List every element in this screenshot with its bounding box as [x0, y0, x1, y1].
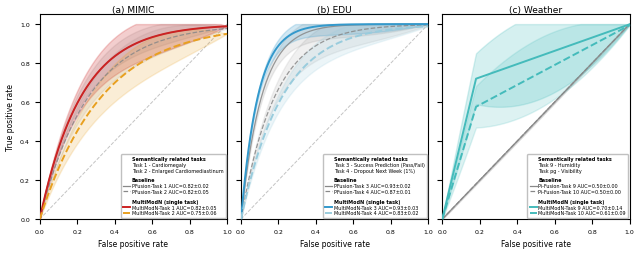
Legend: Semantically related tasks, Task 3 - Success Prediction (Pass/Fail), Task 4 - Dr: Semantically related tasks, Task 3 - Suc…	[323, 154, 427, 218]
X-axis label: False positive rate: False positive rate	[99, 240, 168, 248]
X-axis label: False positive rate: False positive rate	[300, 240, 370, 248]
Legend: Semantically related tasks, Task 9 - Humidity, Task pg - Visibility, , Baseline,: Semantically related tasks, Task 9 - Hum…	[527, 154, 628, 218]
Y-axis label: True positive rate: True positive rate	[6, 84, 15, 151]
Title: (a) MIMIC: (a) MIMIC	[112, 6, 155, 14]
Title: (c) Weather: (c) Weather	[509, 6, 563, 14]
Legend: Semantically related tasks, Task 1 - Cardiomegaly, Task 2 - Enlarged Cardiomedia: Semantically related tasks, Task 1 - Car…	[121, 154, 225, 218]
Title: (b) EDU: (b) EDU	[317, 6, 352, 14]
X-axis label: False positive rate: False positive rate	[501, 240, 571, 248]
